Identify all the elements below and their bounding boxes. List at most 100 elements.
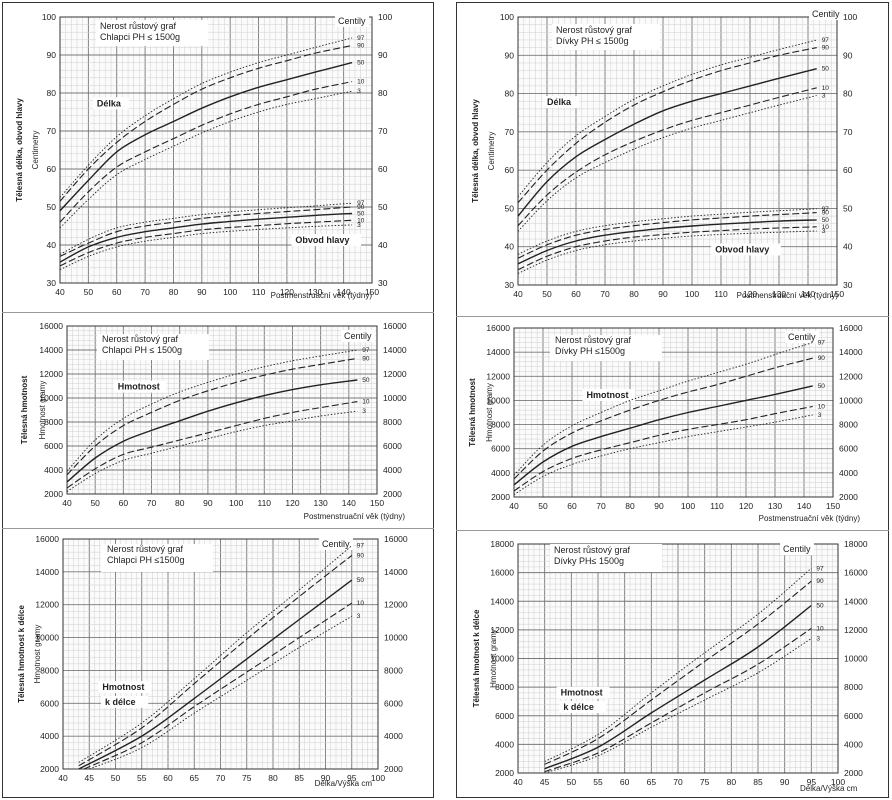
x-tick-label: 45 [85,773,95,783]
series-line-length-p90 [59,44,353,202]
centile-legend-title: Centily [338,16,366,26]
x-tick-label: 100 [831,777,845,787]
x-tick-label: 150 [830,289,844,299]
y-tick-label-right: 70 [378,126,388,136]
y-axis-label: Hmotnost gramy [33,625,42,684]
y-tick-label-right: 16000 [384,534,408,544]
y-tick-label-right: 70 [843,127,853,137]
outer-y-axis-label: Tělesná délka, obvod hlavy [15,98,24,202]
y-tick-label: 8000 [491,420,510,430]
centile-label: 90 [357,204,365,211]
y-tick-label-right: 30 [843,280,853,290]
centile-label: 50 [822,217,830,224]
y-axis-label: Hmotnost gramy [485,383,494,442]
x-tick-label: 100 [229,498,243,508]
y-tick-label: 8000 [40,665,59,675]
annotation-bg [113,380,167,393]
centile-label: 10 [818,403,826,410]
x-tick-label: 95 [347,773,357,783]
series-line-length-p97 [517,39,817,198]
chart-annotation: Hmotnost [102,682,144,692]
outer-y-axis-label: Tělesná délka, obvod hlavy [471,99,480,203]
centile-label: 90 [816,578,824,585]
y-tick-label-right: 8000 [384,665,403,675]
x-tick-label: 100 [223,287,237,297]
centile-label: 3 [357,222,361,229]
x-tick-label: 60 [571,289,581,299]
centile-label: 90 [822,45,830,52]
y-tick-label-right: 100 [843,12,857,22]
y-tick-label-right: 8000 [844,682,863,692]
y-tick-label: 80 [505,89,515,99]
x-tick-label: 40 [513,777,523,787]
y-tick-label-right: 40 [843,242,853,252]
x-tick-label: 40 [55,287,65,297]
series-line-p3 [66,410,358,492]
annotation-bg [559,701,607,714]
chart-title: Nerost růstový graf [107,544,184,554]
x-tick-label: 110 [710,501,724,511]
chart-title: Nerost růstový graf [556,25,633,35]
x-tick-label: 65 [647,777,657,787]
chart-title: Nerost růstový graf [555,335,632,345]
x-tick-label: 70 [596,501,606,511]
info-box [96,20,208,46]
centile-label: 97 [822,37,830,44]
series-line-head-p97 [59,202,353,255]
annotation-bg [543,96,579,109]
info-box [97,334,209,360]
x-tick-label: 70 [216,773,226,783]
y-tick-label-right: 2000 [383,489,402,499]
chart-subtitle: Dívky PH≤ 1500g [554,556,624,566]
chart-subtitle: Dívky PH ≤ 1500g [556,36,628,46]
y-tick-label: 8000 [44,417,63,427]
x-tick-label: 40 [62,498,72,508]
outer-y-axis-label: Tělesná hmotnost k délce [472,609,481,707]
centile-label: 3 [822,92,826,99]
chart-title: Nerost růstový graf [100,21,177,31]
y-tick-label-right: 6000 [844,711,863,721]
centile-legend-title: Centily [783,544,811,554]
plot-frame [517,543,839,774]
x-tick-label: 120 [280,287,294,297]
y-tick-label: 6000 [40,698,59,708]
y-axis-label: Hmotnost gramy [489,629,498,688]
series-line-p10 [513,405,813,492]
series-line-head-p90 [59,206,353,257]
centile-legend-title: Centily [812,9,840,19]
series-line-p90 [78,554,353,767]
x-tick-label: 120 [285,498,299,508]
centile-label: 10 [822,85,830,92]
chart-subtitle: Dívky PH ≤1500g [555,346,625,356]
y-tick-label-right: 8000 [839,420,858,430]
y-tick-label: 12000 [35,600,59,610]
y-tick-label: 2000 [44,489,63,499]
y-tick-label-right: 4000 [383,465,402,475]
chart-subtitle: Chlapci PH ≤ 1500g [100,32,180,42]
x-tick-label: 80 [625,501,635,511]
y-tick-label: 40 [47,240,57,250]
x-tick-label: 50 [111,773,121,783]
y-tick-label: 90 [505,50,515,60]
y-tick-label-right: 100 [378,12,392,22]
y-tick-label: 10000 [490,654,514,664]
y-tick-label: 30 [505,280,515,290]
chart-subtitle: Chlapci PH ≤1500g [107,555,184,565]
y-tick-label-right: 90 [843,50,853,60]
x-tick-label: 85 [295,773,305,783]
x-tick-label: 40 [513,289,523,299]
y-tick-label-right: 4000 [839,468,858,478]
y-tick-label: 40 [505,242,515,252]
y-tick-label-right: 12000 [384,600,408,610]
x-tick-label: 90 [780,777,790,787]
x-tick-label: 75 [242,773,252,783]
x-tick-label: 80 [629,289,639,299]
series-line-head-p97 [517,208,817,255]
y-tick-label-right: 90 [378,50,388,60]
x-tick-label: 140 [342,498,356,508]
chart-annotation: Hmotnost [561,688,603,698]
x-tick-label: 110 [714,289,728,299]
y-tick-label: 16000 [486,323,510,333]
centile-title-bg [780,543,814,555]
